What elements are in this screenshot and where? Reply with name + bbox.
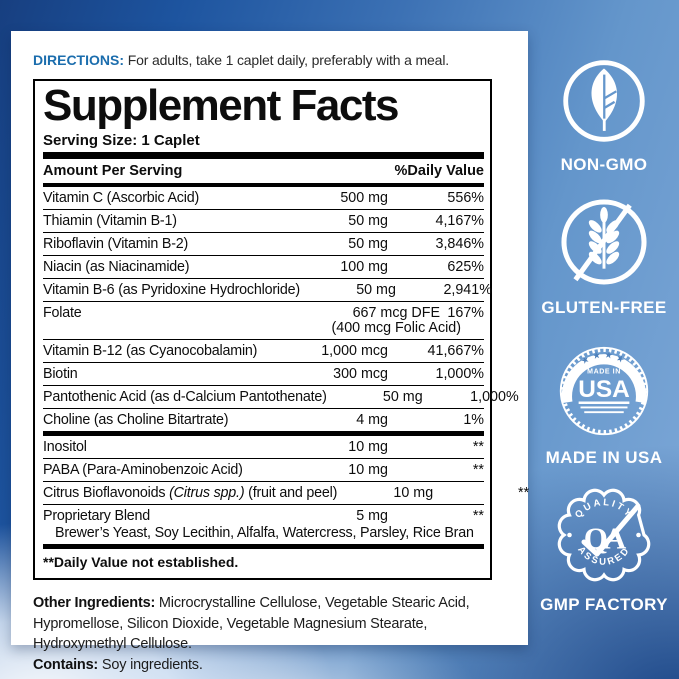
supplement-facts-box: Supplement Facts Serving Size: 1 Caplet … [33,79,529,580]
contains-text: Soy ingredients. [98,656,203,673]
other-ingredients-text: Microcrystalline Cellulose, Vegetable St… [33,595,470,653]
divider-footnote [43,544,484,549]
nutrient-amount: 10 mg [348,439,388,455]
nutrient-amount: 1,000 mcg [321,343,388,359]
daily-value-header: %Daily Value [394,163,484,179]
nutrient-name: Vitamin B-6 (as Pyridoxine Hydrochloride… [43,282,300,298]
facts-rows: Vitamin C (Ascorbic Acid) 500 mg 556% Thiam… [43,187,529,544]
nutrient-name: Choline (as Choline Bitartrate) [43,412,229,428]
nutrient-name: Inositol [43,439,87,455]
nutrient-amount: 100 mg [340,259,388,275]
usa-seal-icon: ★★★★ MADE IN USA [557,344,651,443]
directions-text: For adults, take 1 caplet daily, prefera… [124,52,450,68]
badge-column: NON-GMO GLUTEN-FREE [529,0,679,679]
badge-label-non-gmo: NON-GMO [560,155,648,174]
nutrient-daily-value: 3,846% [435,236,485,252]
amount-per-serving-header: Amount Per Serving [43,163,183,179]
contains-label: Contains: [33,656,99,673]
directions-label: DIRECTIONS: [33,52,124,68]
nutrient-amount: 300 mcg [333,366,388,382]
nutrient-daily-value: 41,667% [427,343,484,359]
nutrient-name: Riboflavin (Vitamin B-2) [43,236,189,252]
nutrient-daily-value: 1,000% [470,389,519,405]
table-row: Inositol 10 mg ** [43,436,484,459]
facts-header-row: Amount Per Serving %Daily Value [43,159,484,183]
table-row: PABA (Para-Aminobenzoic Acid) 10 mg ** [43,459,484,482]
nutrient-daily-value: 4,167% [435,213,485,229]
nutrient-name: Thiamin (Vitamin B-1) [43,213,177,229]
nutrient-name: PABA (Para-Aminobenzoic Acid) [43,462,243,478]
table-row: Proprietary Blend 5 mg ** Brewer’s Yeast, S… [43,505,484,544]
nutrient-name: Biotin [43,366,78,382]
nutrient-amount: 50 mg [348,236,388,252]
table-row: Vitamin B-12 (as Cyanocobalamin) 1,000 mc… [43,340,484,363]
table-row: Pantothenic Acid (as d-Calcium Pantothen… [43,386,519,409]
nutrient-daily-value: ** [472,439,484,455]
nutrient-daily-value: 167% [447,305,484,321]
nutrient-daily-value: 1,000% [435,366,485,382]
table-row: Citrus Bioflavonoids (Citrus spp.) (frui… [43,482,529,505]
nutrient-daily-value: 1% [463,412,484,428]
nutrient-daily-value: ** [518,485,530,501]
divider-medium [43,183,484,187]
nutrient-daily-value: ** [472,462,484,478]
table-row: Folate 667 mcg DFE 167% (400 mcg Folic Acid… [43,302,484,340]
table-row: Vitamin C (Ascorbic Acid) 500 mg 556% [43,187,484,210]
badge-label-gmp-factory: GMP FACTORY [540,595,668,614]
nutrient-amount: 50 mg [348,213,388,229]
table-row: Niacin (as Niacinamide) 100 mg 625% [43,256,484,279]
nutrient-name: Niacin (as Niacinamide) [43,259,190,275]
proprietary-blend-components: Brewer’s Yeast, Soy Lecithin, Alfalfa, W… [55,525,474,541]
seal-made-in-text: MADE IN [587,369,621,376]
seal-usa-text: USA [578,376,630,403]
daily-value-footnote: **Daily Value not established. [43,554,239,570]
nutrient-amount: 4 mg [356,412,388,428]
nutrient-amount-line2: (400 mcg Folic Acid) [331,320,461,336]
label-panel: DIRECTIONS: For adults, take 1 caplet da… [11,31,529,673]
badge-non-gmo: NON-GMO [560,57,648,175]
badge-made-in-usa: ★★★★ MADE IN USA MADE IN USA [546,344,663,468]
badge-label-made-in-usa: MADE IN USA [545,448,663,467]
directions-line: DIRECTIONS: For adults, take 1 caplet da… [33,52,514,68]
nutrient-amount: 50 mg [382,389,423,405]
nutrient-amount: 50 mg [356,282,396,298]
badge-gluten-free: GLUTEN-FREE [541,196,666,318]
badge-gmp-factory: QUALITY ASSURED QA GMP FACTORY [540,485,668,615]
nutrient-amount: 10 mg [348,462,388,478]
table-row: Thiamin (Vitamin B-1) 50 mg 4,167% [43,210,484,233]
nutrient-daily-value: ** [472,508,484,524]
nutrient-daily-value: 625% [447,259,484,275]
nutrient-name: Proprietary Blend [43,508,151,524]
supplement-facts-title: Supplement Facts [43,81,399,130]
wheat-slash-icon [558,196,650,293]
nutrient-daily-value: 2,941% [443,282,492,298]
nutrient-name: Vitamin C (Ascorbic Acid) [43,190,200,206]
leaf-icon [560,57,648,150]
nutrient-daily-value: 556% [447,190,484,206]
divider-thick [43,152,484,159]
nutrient-amount: 10 mg [393,485,434,501]
table-row: Riboflavin (Vitamin B-2) 50 mg 3,846% [43,233,484,256]
nutrient-name: Citrus Bioflavonoids (Citrus spp.) (frui… [43,485,338,501]
nutrient-amount: 500 mg [340,190,388,206]
table-row: Choline (as Choline Bitartrate) 4 mg 1% [43,409,484,436]
table-row: Vitamin B-6 (as Pyridoxine Hydrochloride… [43,279,492,302]
other-ingredients-label: Other Ingredients: [33,595,156,611]
nutrient-amount: 5 mg [356,508,388,524]
table-row: Biotin 300 mcg 1,000% [43,363,484,386]
qa-seal-icon: QUALITY ASSURED QA [554,485,654,590]
contains-statement: Contains: Soy ingredients. [33,655,514,676]
nutrient-amount: 667 mcg DFE [352,305,440,321]
other-ingredients: Other Ingredients: Microcrystalline Cell… [33,593,514,655]
nutrient-name: Folate [43,305,82,321]
badge-label-gluten-free: GLUTEN-FREE [541,298,667,317]
serving-size: Serving Size: 1 Caplet [43,132,200,149]
nutrient-name: Pantothenic Acid (as d-Calcium Pantothen… [43,389,327,405]
nutrient-name: Vitamin B-12 (as Cyanocobalamin) [43,343,258,359]
